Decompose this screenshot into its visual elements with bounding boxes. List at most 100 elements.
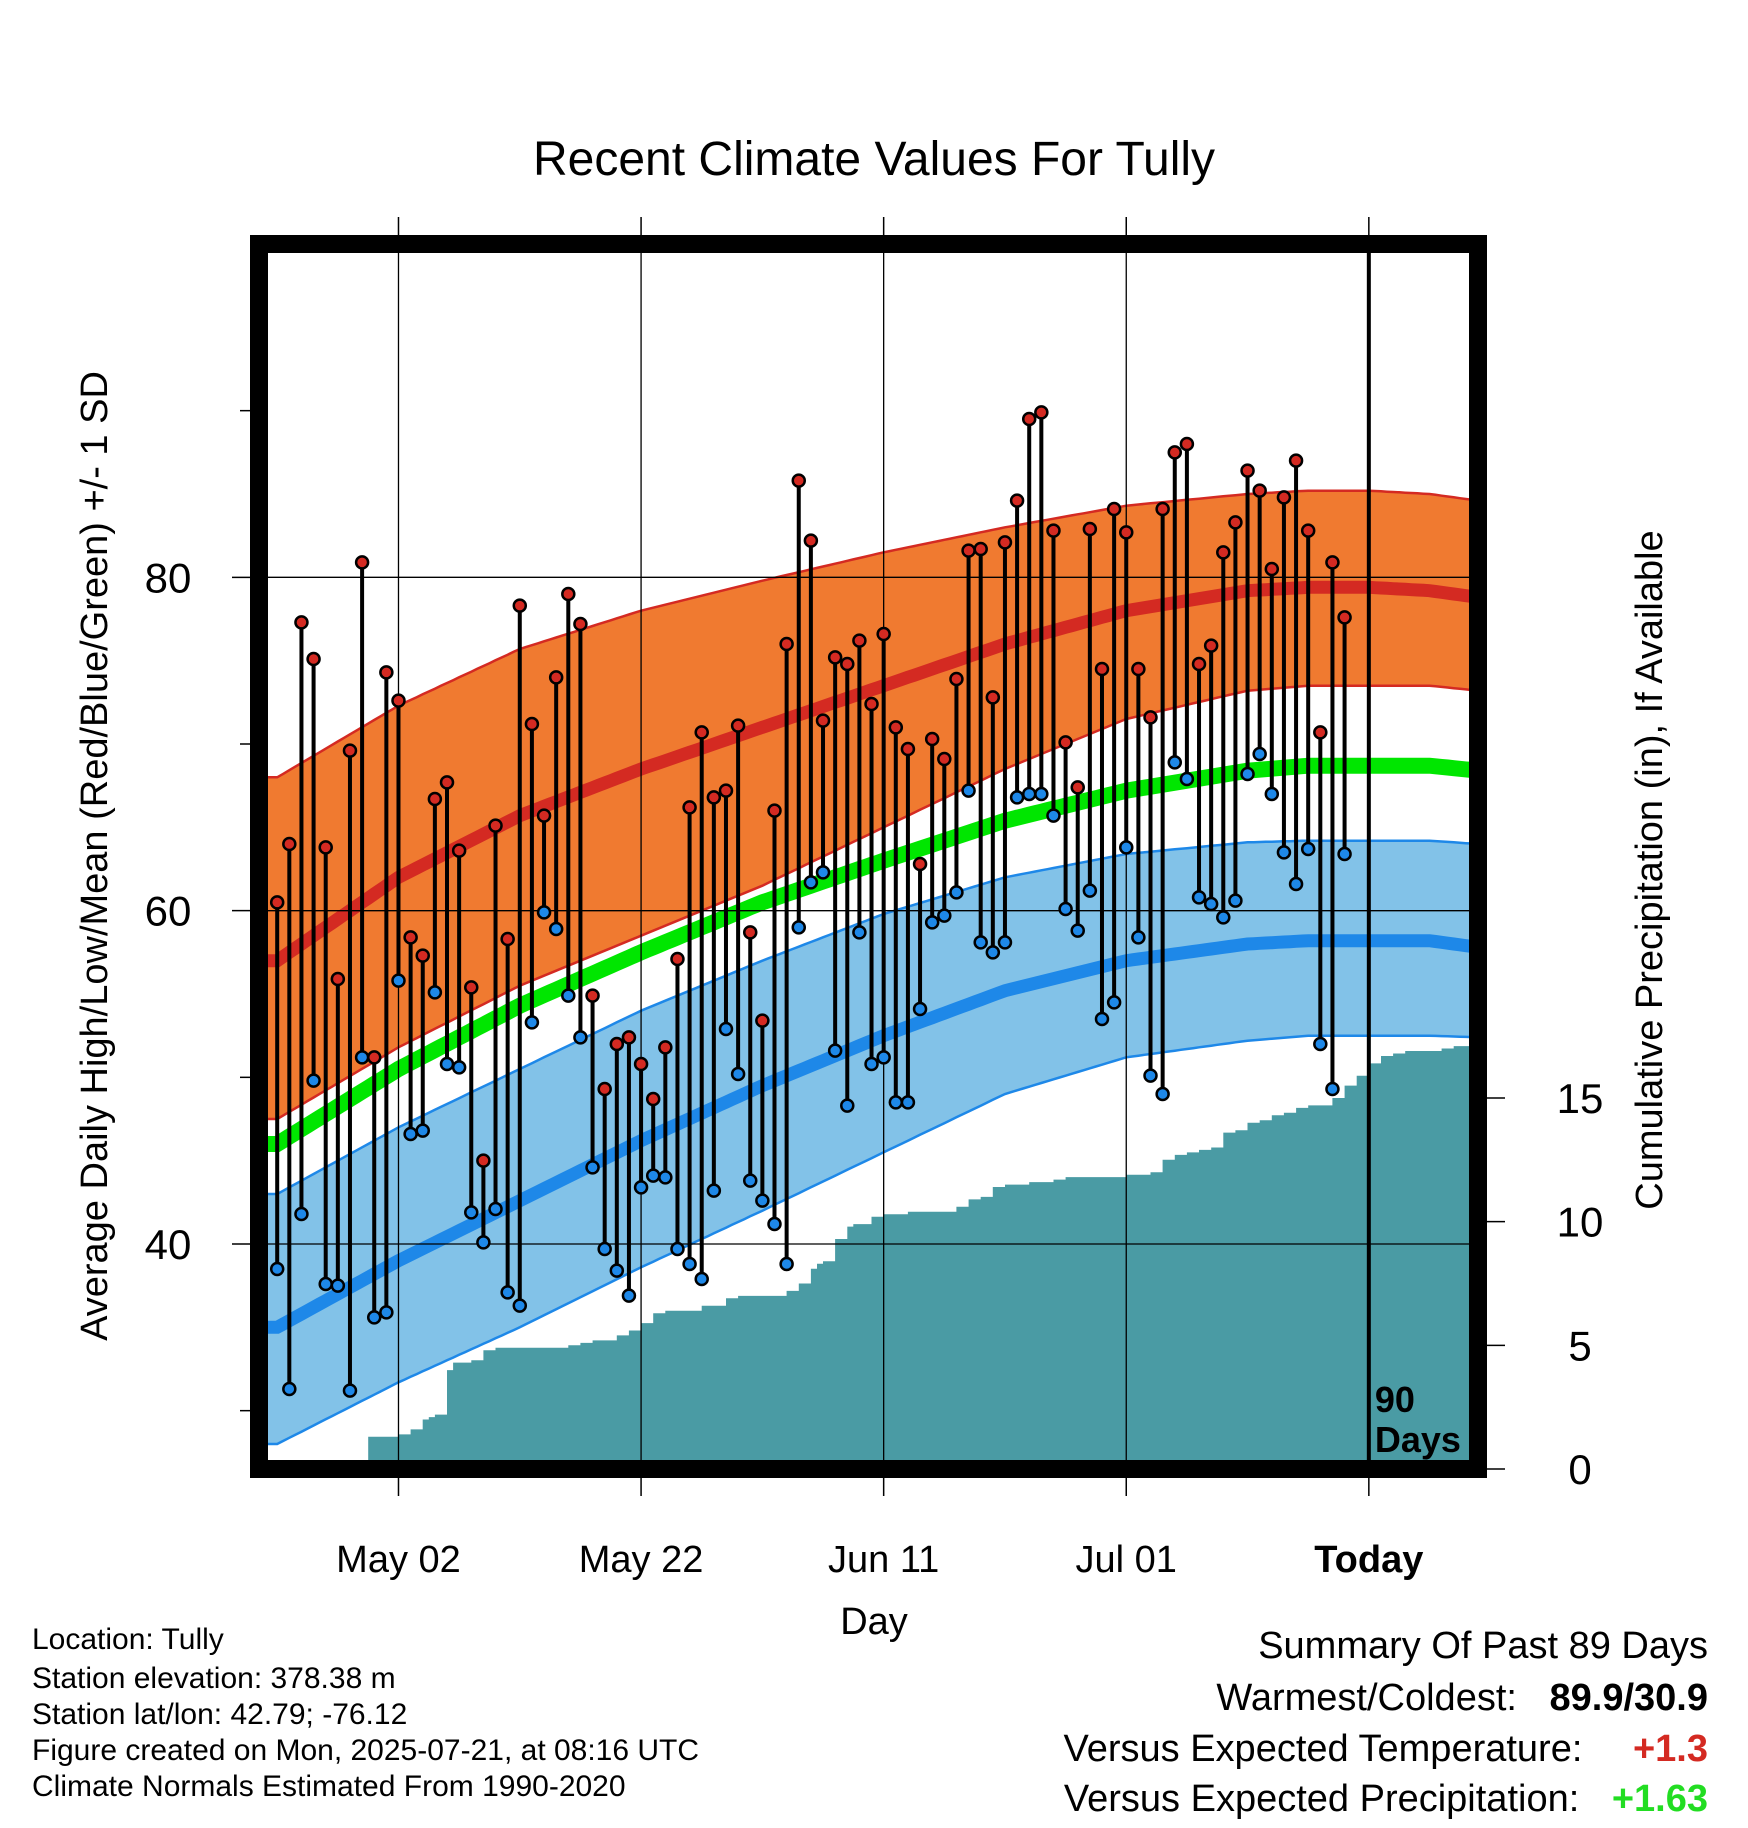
daily-low-point bbox=[864, 1056, 879, 1072]
daily-low-point bbox=[755, 1193, 770, 1208]
daily-low-point bbox=[1313, 1036, 1328, 1052]
daily-high-point bbox=[282, 836, 297, 852]
daily-high-point bbox=[1228, 515, 1243, 530]
daily-low-point bbox=[342, 1383, 358, 1398]
daily-low-point bbox=[548, 921, 564, 937]
daily-low-point bbox=[888, 1095, 904, 1110]
daily-high-point bbox=[767, 803, 782, 818]
daily-low-point bbox=[827, 1043, 843, 1058]
daily-high-point bbox=[658, 1040, 673, 1055]
daily-low-point bbox=[1106, 995, 1122, 1010]
daily-high-point bbox=[536, 808, 552, 823]
daily-low-point bbox=[742, 1173, 758, 1188]
daily-low-point bbox=[464, 1205, 479, 1220]
daily-high-point bbox=[852, 633, 867, 648]
daily-low-point bbox=[379, 1305, 394, 1320]
daily-high-point bbox=[694, 725, 709, 740]
high-normal-band-upper-edge bbox=[268, 489, 1469, 779]
daily-high-point bbox=[342, 743, 358, 758]
daily-high-point bbox=[476, 1153, 491, 1168]
daily-low-point bbox=[439, 1056, 455, 1072]
daily-high-point bbox=[427, 791, 443, 807]
daily-high-point bbox=[269, 895, 285, 910]
daily-high-point bbox=[937, 751, 952, 767]
daily-high-point bbox=[827, 650, 843, 665]
daily-high-point bbox=[1131, 661, 1146, 677]
daily-low-point bbox=[1325, 1081, 1340, 1097]
daily-high-point bbox=[1203, 638, 1219, 653]
daily-low-point bbox=[294, 1206, 309, 1222]
y-tick-label: 80 bbox=[145, 554, 192, 601]
daily-high-point bbox=[561, 586, 576, 602]
daily-high-point bbox=[718, 783, 734, 798]
y2-axis-label: Cumulative Precipitation (in), If Availa… bbox=[1629, 530, 1671, 1209]
daily-low-point bbox=[973, 935, 988, 950]
y-tick-label: 60 bbox=[145, 888, 192, 935]
normals-text: Climate Normals Estimated From 1990-2020 bbox=[32, 1770, 626, 1803]
daily-low-point bbox=[1155, 1086, 1170, 1102]
daily-low-point bbox=[427, 985, 443, 1000]
daily-low-point bbox=[1058, 901, 1073, 917]
y2-tick-label: 10 bbox=[1557, 1199, 1604, 1246]
daily-low-point bbox=[1094, 1011, 1110, 1027]
daily-low-point bbox=[1300, 841, 1316, 857]
daily-low-point bbox=[961, 783, 976, 798]
low-normal-mean-line bbox=[268, 934, 1469, 1334]
daily-low-point bbox=[391, 973, 406, 988]
daily-high-point bbox=[585, 988, 600, 1003]
daily-high-point bbox=[949, 671, 964, 687]
daily-low-point bbox=[658, 1170, 673, 1185]
location-text: Location: Tully bbox=[32, 1623, 224, 1656]
daily-high-point bbox=[621, 1030, 637, 1045]
daily-high-point bbox=[791, 473, 807, 488]
daily-high-point bbox=[354, 555, 370, 570]
daily-high-point bbox=[379, 665, 394, 680]
daily-low-point bbox=[1118, 840, 1134, 855]
daily-high-point bbox=[961, 543, 976, 558]
daily-high-point bbox=[1276, 490, 1292, 505]
x-tick-label: Today bbox=[1314, 1539, 1423, 1581]
daily-high-point bbox=[1046, 523, 1061, 538]
daily-high-point bbox=[1118, 525, 1134, 540]
daily-high-point bbox=[888, 720, 904, 735]
daily-high-point bbox=[997, 535, 1013, 550]
daily-low-point bbox=[937, 908, 952, 923]
x-tick-label: Jul 01 bbox=[1076, 1539, 1177, 1581]
daily-high-point bbox=[670, 951, 685, 967]
low-normal-band bbox=[268, 840, 1469, 1444]
daily-low-point bbox=[840, 1098, 855, 1113]
daily-low-point bbox=[900, 1095, 916, 1110]
daily-high-point bbox=[1058, 735, 1073, 750]
daily-high-point bbox=[840, 656, 855, 672]
daily-low-point bbox=[718, 1021, 734, 1037]
daily-high-point bbox=[1288, 453, 1304, 468]
daily-high-point bbox=[645, 1091, 661, 1107]
x-tick-label: May 22 bbox=[579, 1539, 704, 1581]
daily-low-point bbox=[330, 1278, 346, 1293]
daily-low-point bbox=[561, 988, 576, 1003]
daily-low-point bbox=[1131, 930, 1146, 945]
summary-heading: Summary Of Past 89 Days bbox=[1258, 1625, 1708, 1667]
daily-high-point bbox=[1216, 545, 1231, 560]
daily-low-point bbox=[282, 1381, 297, 1397]
daily-high-point bbox=[609, 1036, 625, 1052]
daily-high-point bbox=[730, 718, 746, 733]
daily-high-point bbox=[742, 925, 758, 940]
daily-low-point bbox=[476, 1235, 491, 1250]
daily-high-point bbox=[755, 1013, 770, 1028]
y-axis-label: Average Daily High/Low/Mean (Red/Blue/Gr… bbox=[74, 371, 116, 1341]
daily-low-point bbox=[500, 1285, 515, 1300]
daily-low-point bbox=[1082, 883, 1098, 898]
daily-low-point bbox=[1288, 876, 1304, 892]
daily-low-point bbox=[573, 1030, 588, 1045]
low-normal-band-lower-edge bbox=[268, 1034, 1469, 1446]
daily-low-point bbox=[1240, 766, 1255, 782]
daily-high-point bbox=[1155, 501, 1170, 517]
daily-high-point bbox=[924, 731, 940, 747]
daily-low-point bbox=[1179, 771, 1195, 787]
daily-high-point bbox=[366, 1050, 382, 1065]
daily-low-point bbox=[924, 915, 940, 930]
daily-low-point bbox=[876, 1050, 891, 1065]
daily-high-point bbox=[876, 626, 891, 642]
